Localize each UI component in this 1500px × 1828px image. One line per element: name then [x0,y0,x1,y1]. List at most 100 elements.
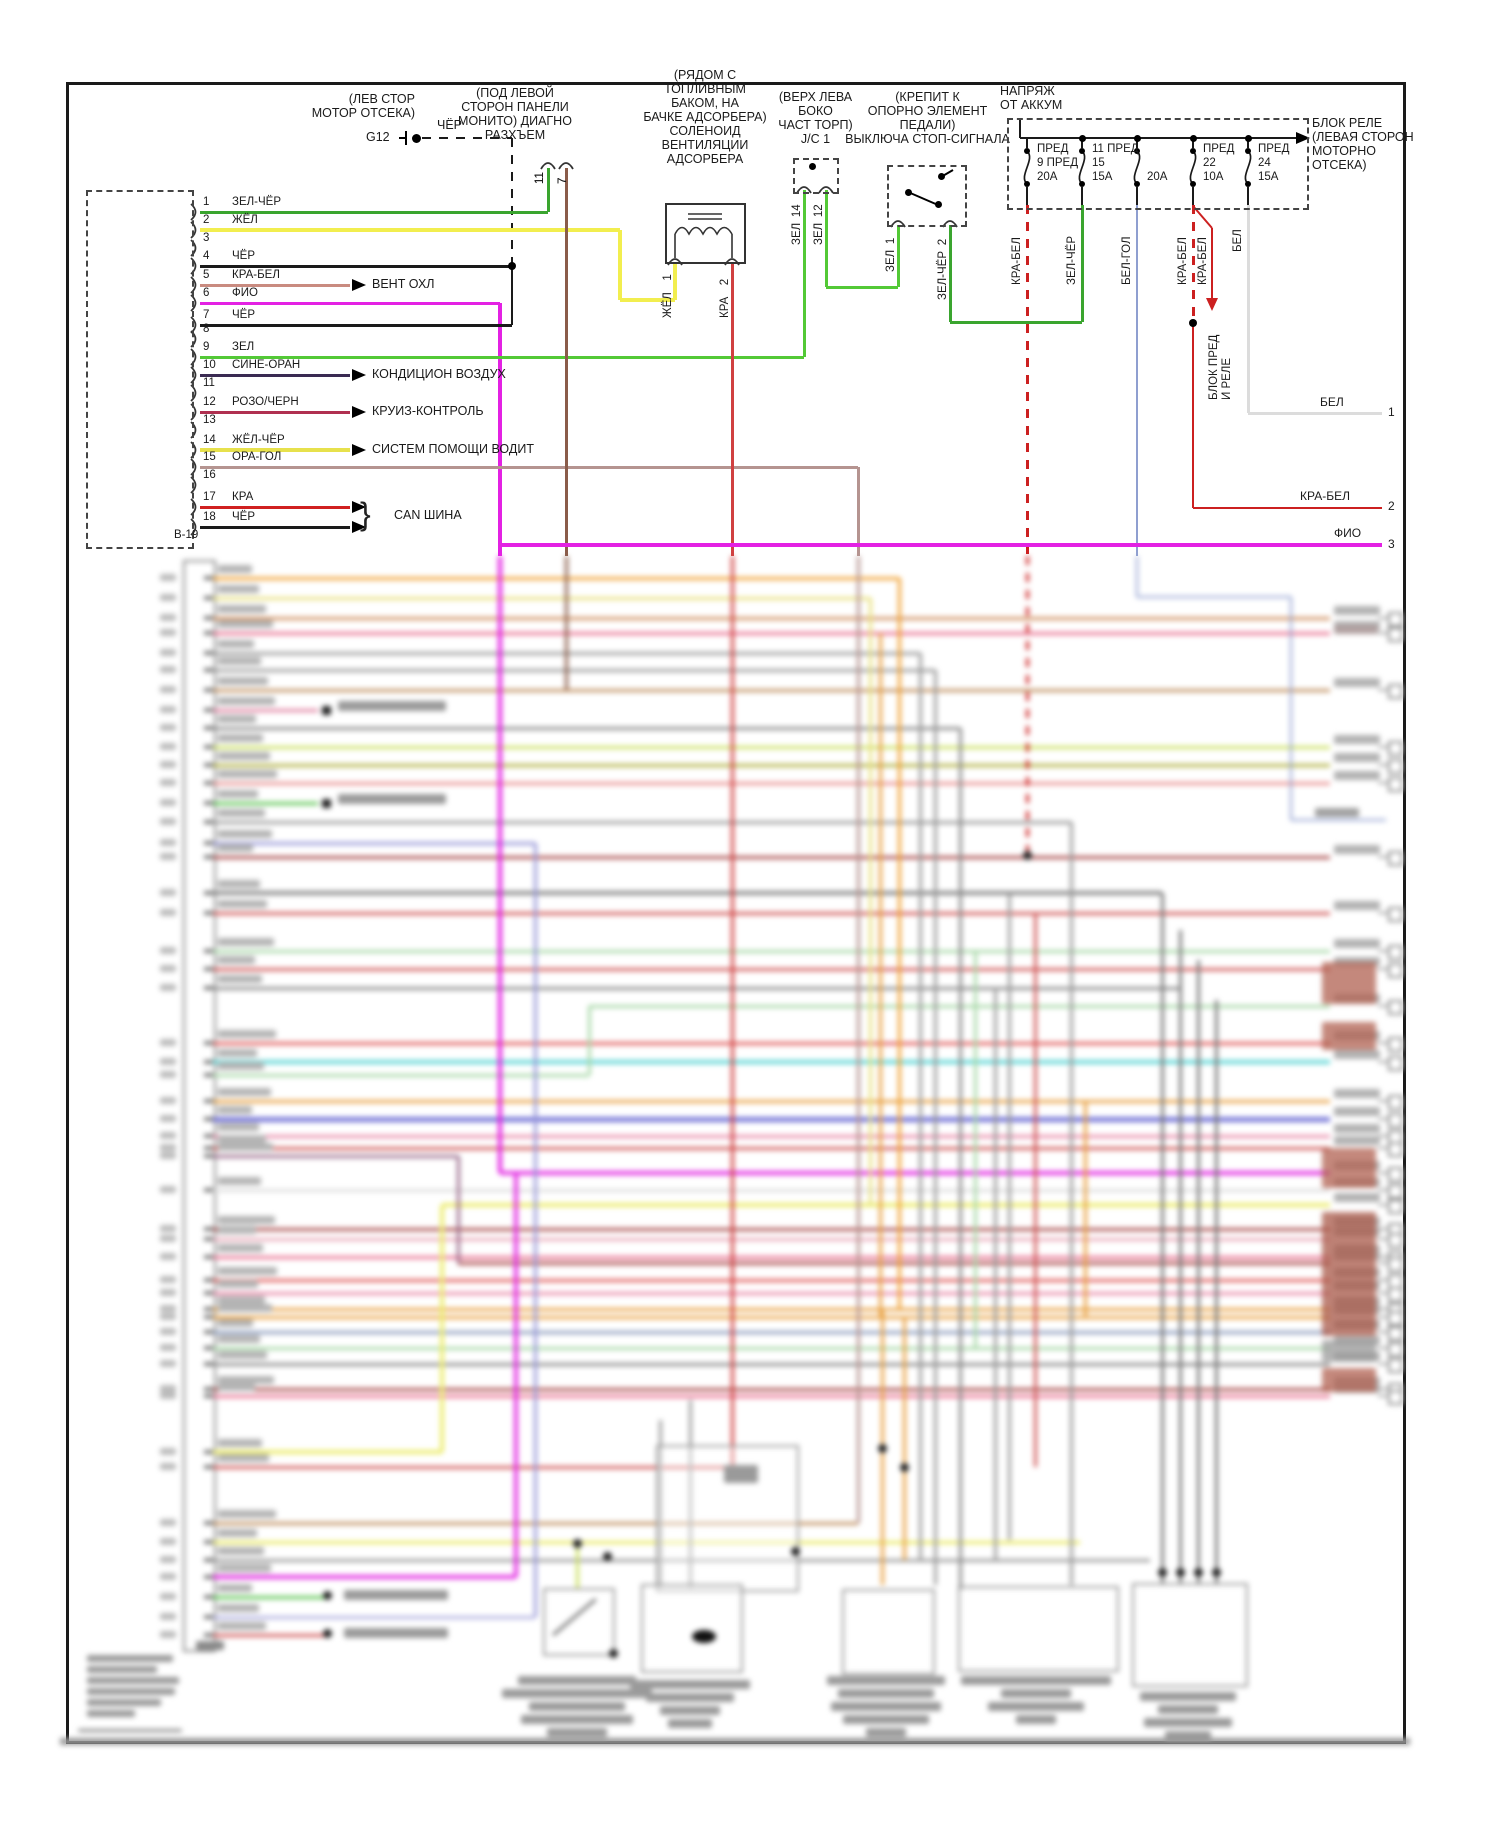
strip-pin-tick [204,891,213,895]
blurred-wire-name [218,752,270,760]
junction-label: (ВЕРХ ЛЕВА БОКО ЧАСТ ТОРП) J/C 1 [778,90,853,146]
bus-dot [1244,134,1252,142]
blur-wire [212,911,1330,915]
blurred-right-label [1334,771,1380,780]
right-pin-box [1388,1342,1403,1357]
blurred-connector-block [1322,962,1376,1004]
right-stub [1378,1228,1396,1230]
blurred-caption-line [961,1676,1111,1685]
blurred-wire-name [218,1584,252,1592]
right-pin2-num: 2 [1388,499,1395,513]
wire-segment [564,168,568,556]
pin-color-label: ЗЕЛ [232,341,255,353]
wire-segment [1191,205,1195,323]
right-stub [1378,1189,1396,1191]
wire-segment [200,525,350,529]
blur-wire [212,745,1330,749]
right-pin-box [1388,1358,1403,1373]
blurred-pin-number [160,947,176,954]
blurred-pin-number [160,1071,176,1078]
wire-segment [730,262,734,556]
blurred-pin-number [160,965,176,972]
blurred-component-box [958,1586,1119,1672]
wire-segment [824,190,828,287]
right-pin-box [1388,612,1403,627]
blur-oval [692,1630,716,1643]
strip-pin-tick [204,1465,213,1469]
right-stub [1378,1316,1396,1318]
junction-dot [904,188,912,196]
strip-pin-tick [204,967,213,971]
blurred-pin-number [160,724,176,731]
right-stub [1378,1388,1396,1390]
blurred-pin-number [160,1573,176,1580]
blurred-wire-name [218,1244,263,1252]
fuse-dot [1244,180,1252,188]
blurred-pin-number [160,1305,176,1312]
arrow-right [352,369,366,381]
blurred-pin-number [160,1463,176,1470]
blurred-pin-number [160,1144,176,1151]
pin-number: 16 [203,469,216,481]
wire-color-vlabel: КРА-БЕЛ [1177,237,1189,285]
blurred-pin-number [160,1613,176,1620]
blur-wire [212,631,1330,635]
pin-number: 8 [203,323,210,335]
strip-pin-tick [204,1073,213,1077]
wire-segment [200,301,500,305]
pin-color-label: РОЗО/ЧЕРН [232,396,299,408]
blurred-text [338,794,446,804]
blurred-wire-name [218,1510,276,1518]
fuse-label: 9 ПРЕД [1037,157,1078,169]
blurred-pin-number [160,1115,176,1122]
blurred-wire-name [218,1088,271,1096]
left-connector-box [86,190,194,549]
pin-number: 9 [203,341,210,353]
strip-pin-tick [204,1595,213,1599]
pin-color-label: ЖЁЛ [232,214,258,226]
blur-wire [212,1387,1330,1391]
blur-wire [587,1006,591,1075]
right-stub [1378,1135,1396,1137]
component-pin-vlabel: 11 [534,172,546,184]
blur-wire [212,1154,458,1158]
blur-wire [212,576,899,580]
strip-pin-tick [204,1099,213,1103]
blurred-connector-block [1322,1022,1376,1050]
blur-wire [212,688,1330,692]
right-pin1-num: 1 [1388,405,1395,419]
strip-pin-tick [204,745,213,749]
blurred-pin-number [160,594,176,601]
blurred-bottom-border [60,1738,1410,1745]
strip-pin-tick [204,1330,213,1334]
blurred-caption-line [866,1728,906,1737]
ground-code-label: G12 [366,130,390,144]
battery-label: НАПРЯЖ ОТ АККУМ [1000,84,1063,112]
wire-segment [620,298,675,302]
blurred-pin-number [160,614,176,621]
strip-pin-tick [204,820,213,824]
blurred-component-box [543,1588,615,1656]
wire-segment [498,303,502,556]
blurred-text [724,1465,758,1483]
right-pin-box [1388,1167,1403,1182]
blur-wire [897,578,901,1309]
junction-dot [508,262,516,270]
pin-number: 17 [203,491,216,503]
arrow-right [352,521,366,533]
blurred-wire-name [218,1383,255,1391]
can-bus-label: CAN ШИНА [394,508,462,522]
pin-number: 3 [203,232,210,244]
blurred-caption-line [521,1715,633,1724]
wire-segment [896,225,900,287]
pin-color-label: КРА [232,491,254,503]
blur-wire [1083,1101,1087,1317]
junction-dot [934,200,942,208]
blur-wire [1291,819,1386,821]
strip-pin-tick [204,1188,213,1192]
fuse-label: ПРЕД [1037,143,1069,155]
wire-segment [200,323,512,327]
fuse-dot [1189,147,1197,155]
blurred-wire-name [218,1335,260,1343]
blurred-pin-number [160,853,176,860]
